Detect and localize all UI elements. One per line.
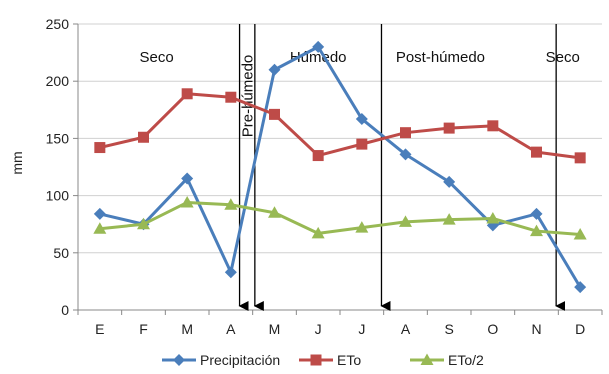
legend-label: Precipitación [200, 352, 280, 368]
data-point [486, 211, 500, 224]
data-point [181, 88, 193, 100]
legend-marker [173, 354, 185, 366]
x-tick-label: N [531, 321, 541, 337]
data-point [531, 146, 542, 158]
data-point [356, 138, 368, 150]
x-tick-label: J [358, 321, 365, 337]
y-tick-label: 50 [53, 245, 69, 261]
series-diamond [93, 40, 587, 294]
data-point [269, 108, 280, 120]
data-point [268, 63, 281, 76]
data-point [355, 112, 368, 125]
data-point [443, 175, 456, 188]
data-point [400, 127, 411, 139]
y-tick-label: 200 [46, 73, 70, 89]
season-annotations: Seco Pre-húmedo Húmedo Post-húmedo Seco [139, 24, 580, 311]
data-point [138, 131, 149, 143]
data-point [312, 40, 325, 53]
data-point [312, 150, 324, 162]
series-line [99, 92, 581, 160]
x-tick-label: S [444, 321, 453, 337]
data-point [268, 206, 281, 218]
y-tick-label: 250 [46, 16, 70, 32]
data-point [137, 217, 150, 230]
legend-item: ETo/2 [410, 352, 484, 368]
legend-label: ETo [337, 352, 361, 368]
data-point [181, 172, 194, 185]
series-group [93, 40, 587, 294]
data-point [311, 226, 325, 239]
season-label: Pre-húmedo [239, 55, 256, 138]
data-point [224, 198, 238, 210]
x-tick-label: E [95, 321, 104, 337]
data-point [224, 266, 237, 279]
series-square [94, 88, 586, 164]
series-line [99, 200, 581, 236]
data-point [93, 222, 107, 234]
series-triangle [93, 195, 587, 240]
data-point [180, 195, 194, 208]
axes [77, 24, 602, 311]
x-tick-label: A [401, 321, 411, 337]
series-line [99, 45, 582, 288]
data-point [487, 120, 499, 132]
season-label: Seco [139, 49, 173, 66]
legend-label: ETo/2 [448, 352, 484, 368]
data-point [573, 227, 587, 240]
data-point [94, 142, 106, 154]
legend-marker [420, 353, 434, 365]
x-tick-label: F [139, 321, 148, 337]
data-point [225, 91, 237, 103]
x-tick-label: D [575, 321, 585, 337]
data-point [530, 224, 543, 237]
data-point [442, 213, 456, 225]
data-point [399, 148, 412, 161]
x-tick-label: M [269, 321, 281, 337]
legend-marker [310, 354, 322, 366]
data-point [399, 215, 412, 227]
x-tick-label: A [226, 321, 236, 337]
y-axis-ticks: 0 50 100 150 200 250 [46, 16, 78, 318]
season-label: Seco [546, 49, 580, 66]
data-point [355, 221, 369, 233]
x-tick-label: M [181, 321, 193, 337]
legend-item: Precipitación [162, 352, 280, 368]
grid-lines [78, 23, 602, 254]
legend: Precipitación ETo ETo/2 [162, 352, 484, 368]
data-point [443, 122, 455, 134]
y-axis-label: mm [9, 151, 25, 174]
legend-item: ETo [299, 352, 361, 368]
season-label: Post-húmedo [396, 49, 485, 66]
data-point [530, 207, 543, 220]
data-point [574, 281, 587, 294]
y-tick-label: 0 [61, 302, 69, 318]
data-point [93, 207, 106, 220]
x-tick-label: O [487, 321, 498, 337]
y-tick-label: 150 [46, 130, 70, 146]
y-tick-label: 100 [46, 188, 70, 204]
data-point [574, 152, 586, 164]
x-tick-label: J [315, 321, 322, 337]
